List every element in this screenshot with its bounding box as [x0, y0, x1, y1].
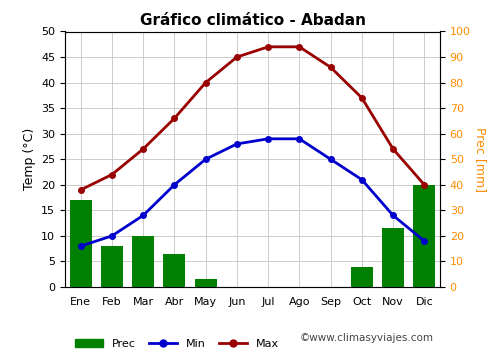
Bar — [194, 279, 216, 287]
Title: Gráfico climático - Abadan: Gráfico climático - Abadan — [140, 13, 366, 28]
Y-axis label: Temp (°C): Temp (°C) — [22, 128, 36, 190]
Bar — [101, 246, 123, 287]
Bar — [351, 267, 373, 287]
Y-axis label: Prec [mm]: Prec [mm] — [474, 127, 488, 192]
Bar — [70, 200, 92, 287]
Text: ©www.climasyviajes.com: ©www.climasyviajes.com — [300, 333, 434, 343]
Bar — [164, 254, 186, 287]
Bar — [132, 236, 154, 287]
Legend: Prec, Min, Max: Prec, Min, Max — [70, 334, 283, 350]
Bar — [414, 185, 436, 287]
Bar — [382, 228, 404, 287]
